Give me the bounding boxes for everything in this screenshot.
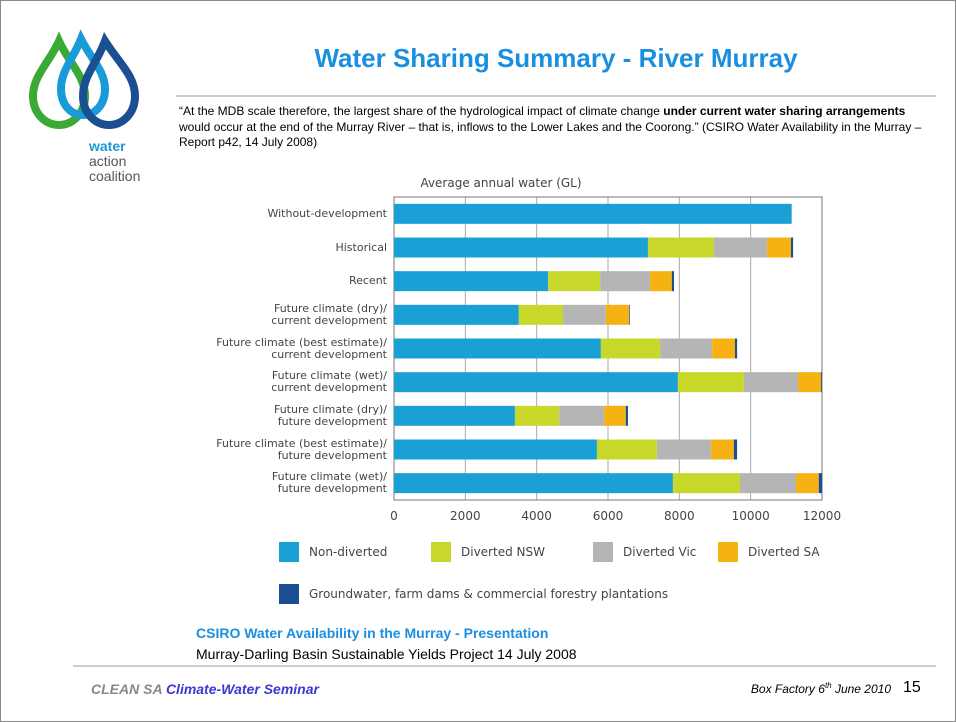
logo [28, 29, 140, 130]
y-tick-label: Historical [335, 240, 387, 254]
bar-segment [394, 338, 601, 359]
logo-word: water [89, 138, 126, 154]
legend-label: Non-diverted [309, 545, 388, 559]
legend-swatch [279, 542, 299, 562]
footer-venue: Box Factory 6 [750, 682, 825, 696]
bar-segment [818, 473, 822, 494]
x-tick-label: 10000 [732, 509, 770, 523]
bar-segment [600, 271, 651, 292]
bar-segment [820, 372, 822, 393]
x-tick-label: 4000 [521, 509, 552, 523]
legend-label: Groundwater, farm dams & commercial fore… [309, 587, 669, 601]
footer-date: June 2010 [831, 682, 891, 696]
bar-segment [394, 405, 515, 426]
bar-segment [394, 237, 648, 258]
bar-segment [711, 439, 734, 460]
bar-segment [394, 439, 597, 460]
bar-segment [394, 271, 549, 292]
bar-segment [548, 271, 601, 292]
footer-right: Box Factory 6th June 2010 [691, 681, 891, 696]
x-tick-label: 6000 [593, 509, 624, 523]
quote-bold: under current water sharing arrangements [663, 104, 906, 118]
logo-word: coalition [89, 168, 141, 184]
x-tick-label: 0 [390, 509, 398, 523]
bar-segment [647, 237, 714, 258]
bar-segment [596, 439, 657, 460]
bar-segment [767, 237, 791, 258]
bar-segment [605, 304, 630, 325]
quote-text: “At the MDB scale therefore, the largest… [179, 104, 664, 118]
bar-segment [712, 338, 735, 359]
bar-segment [677, 372, 744, 393]
x-tick-label: 12000 [803, 509, 841, 523]
legend-label: Diverted NSW [461, 545, 545, 559]
y-tick-label: Future climate (dry)/ future development [273, 402, 387, 428]
footer-event: Climate-Water Seminar [165, 681, 319, 697]
footer-sup: th [824, 681, 832, 690]
legend-label: Diverted Vic [623, 545, 697, 559]
bar-segment [743, 372, 799, 393]
bar-segment [798, 372, 821, 393]
y-tick-label: Future climate (best estimate)/ current … [216, 335, 387, 361]
bar-segment [671, 271, 674, 292]
y-tick-label: Future climate (dry)/ current developmen… [271, 301, 387, 327]
bar-segment [629, 304, 630, 325]
legend-swatch [593, 542, 613, 562]
bar-segment [518, 304, 564, 325]
slide-title: Water Sharing Summary - River Murray [314, 43, 798, 73]
bar-segment [559, 405, 605, 426]
footer-org: CLEAN SA [91, 681, 166, 697]
bar-segment [795, 473, 819, 494]
x-tick-label: 2000 [450, 509, 481, 523]
y-tick-label: Without-development [267, 206, 387, 220]
logo-text: water action coalition [89, 139, 140, 184]
bar-segment [660, 338, 713, 359]
legend-swatch [431, 542, 451, 562]
y-tick-label: Recent [348, 274, 387, 288]
chart-title: Average annual water (GL) [420, 176, 581, 190]
bar-segment [394, 304, 519, 325]
y-tick-label: Future climate (wet)/ future development [271, 470, 387, 496]
logo-word: action [89, 153, 127, 169]
quote: “At the MDB scale therefore, the largest… [179, 104, 939, 151]
bar-segment [600, 338, 661, 359]
bar-segment [563, 304, 606, 325]
bar-segment [604, 405, 626, 426]
bar-segment [514, 405, 560, 426]
legend-swatch [718, 542, 738, 562]
bar-segment [790, 237, 794, 258]
y-tick-label: Future climate (best estimate)/ future d… [216, 436, 387, 462]
bar-segment [739, 473, 796, 494]
bar-segment [394, 473, 673, 494]
source-title: CSIRO Water Availability in the Murray -… [196, 625, 549, 641]
bar-segment [713, 237, 768, 258]
bar-segment [625, 405, 628, 426]
footer-left: CLEAN SA Climate-Water Seminar [91, 681, 319, 697]
bar-segment [656, 439, 712, 460]
quote-text: would occur at the end of the Murray Riv… [179, 119, 922, 150]
bar-segment [394, 203, 792, 224]
bar-segment [734, 338, 738, 359]
page-number: 15 [903, 679, 921, 696]
source-subtitle: Murray-Darling Basin Sustainable Yields … [196, 646, 577, 662]
bar-segment [394, 372, 678, 393]
bar-segment [650, 271, 672, 292]
y-tick-label: Future climate (wet)/ current developmen… [271, 369, 387, 395]
legend-label: Diverted SA [748, 545, 820, 559]
bar-segment [733, 439, 738, 460]
x-tick-label: 8000 [664, 509, 695, 523]
bar-segment [672, 473, 740, 494]
legend-swatch [279, 584, 299, 604]
